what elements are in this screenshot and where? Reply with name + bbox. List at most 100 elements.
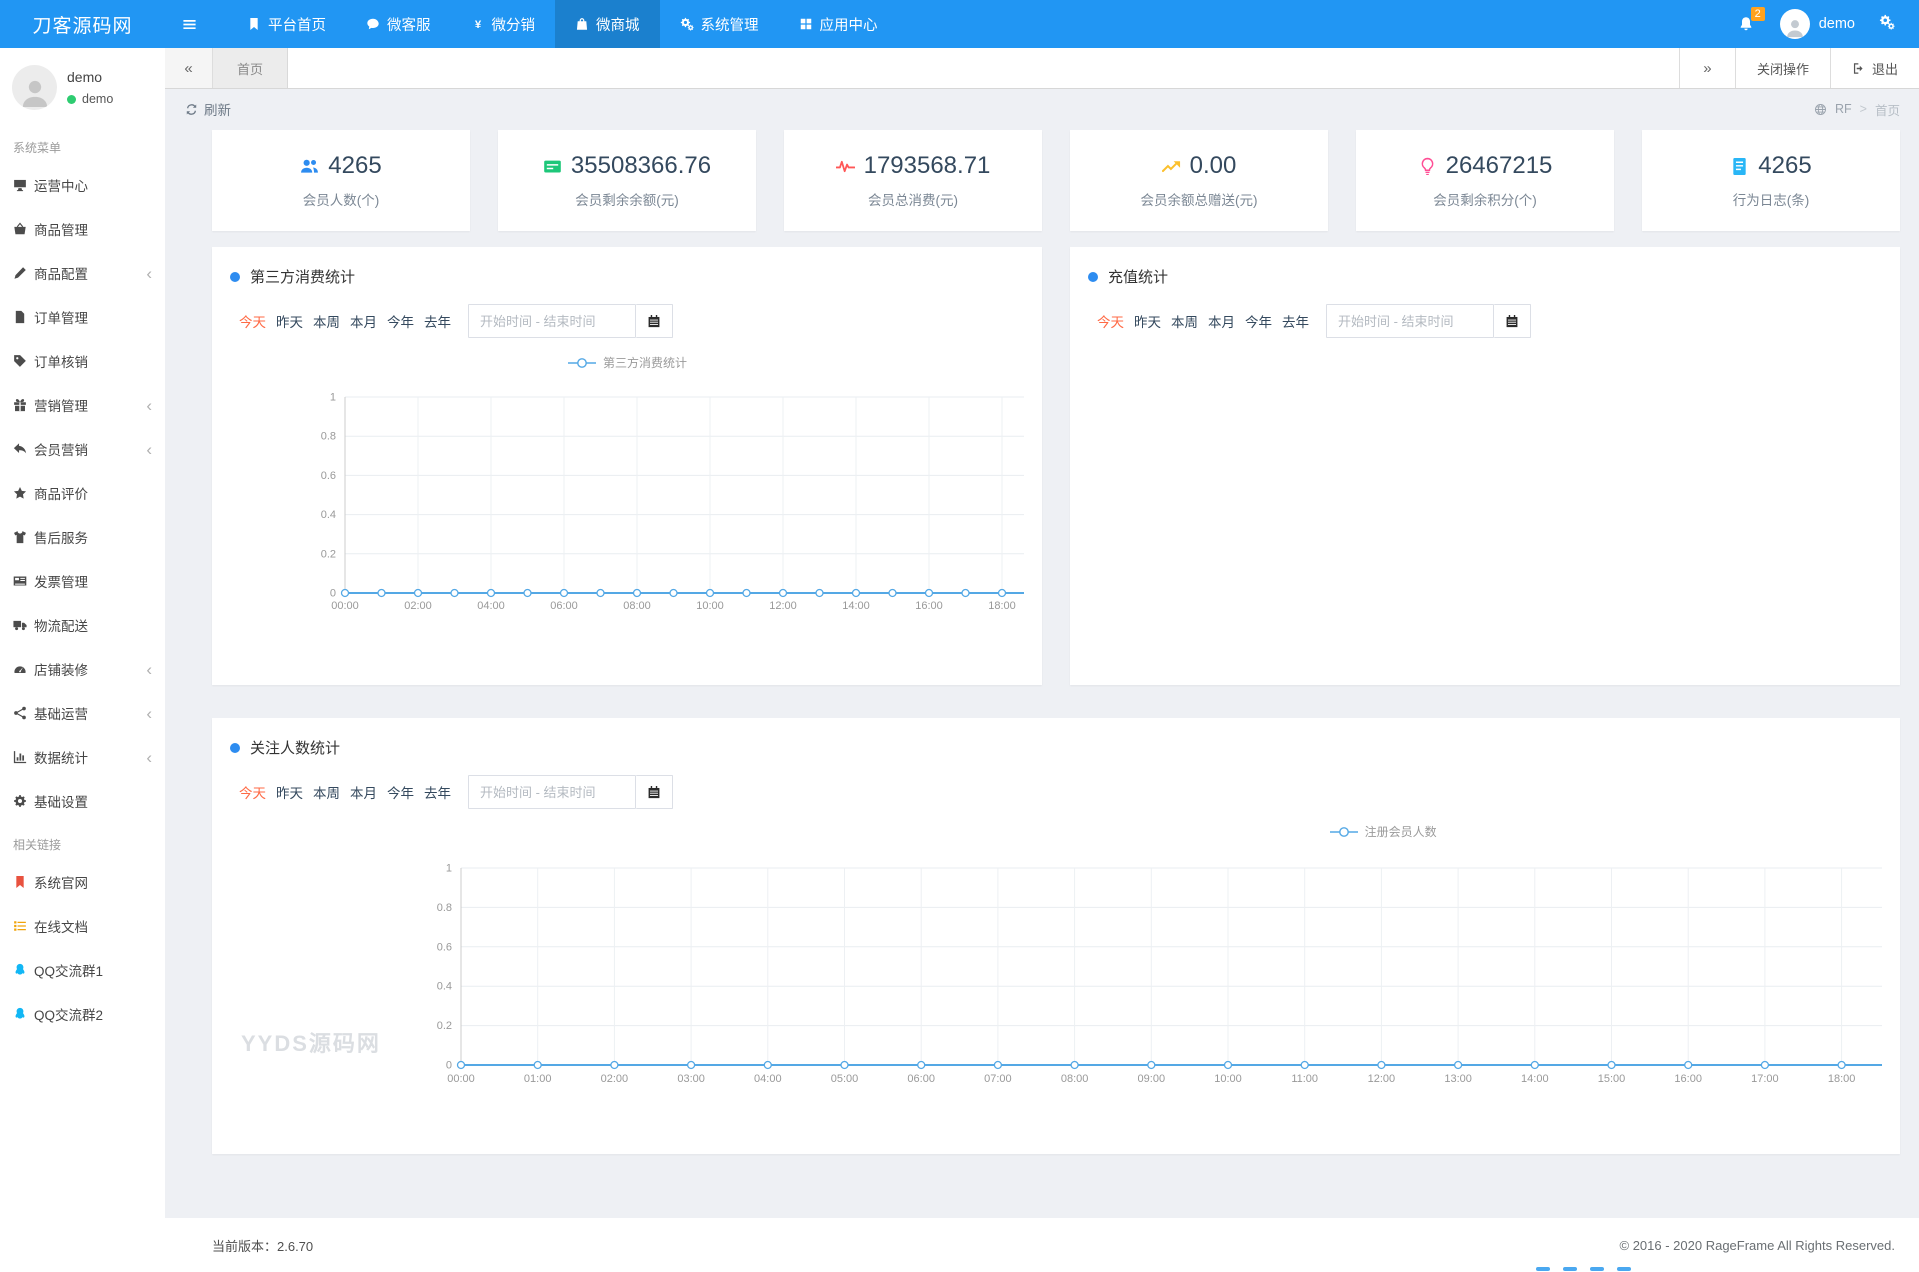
chart-legend[interactable]: 注册会员人数 [230, 823, 1882, 840]
range-filter[interactable]: 去年 [424, 786, 451, 801]
svg-text:00:00: 00:00 [331, 600, 359, 612]
stat-value: 26467215 [1445, 152, 1553, 179]
sidebar-item[interactable]: 订单管理 [0, 295, 165, 339]
logout-button[interactable]: 退出 [1829, 48, 1919, 88]
user-menu[interactable]: demo [1768, 9, 1867, 39]
settings-button[interactable] [1867, 14, 1907, 35]
sidebar-item[interactable]: 数据统计 ‹ [0, 735, 165, 779]
notification-badge: 2 [1750, 7, 1765, 21]
dashboard-icon [13, 662, 34, 676]
range-filter[interactable]: 昨天 [276, 315, 303, 330]
range-filter[interactable]: 本月 [350, 315, 377, 330]
range-filter[interactable]: 今年 [387, 786, 414, 801]
sidebar-item[interactable]: 商品配置 ‹ [0, 251, 165, 295]
stat-label: 会员剩余余额(元) [575, 193, 679, 208]
app-logo[interactable]: 刀客源码网 [32, 15, 133, 37]
sidebar-username: demo [67, 69, 103, 85]
navbar-item[interactable]: 系统管理 [660, 0, 779, 48]
calendar-button[interactable] [1494, 304, 1531, 338]
sidebar-item[interactable]: 基础运营 ‹ [0, 691, 165, 735]
tab-home[interactable]: 首页 [213, 48, 289, 88]
range-filter[interactable]: 今天 [239, 786, 266, 801]
sidebar-item[interactable]: QQ交流群1 [0, 948, 165, 992]
legend-marker [1329, 826, 1358, 837]
sidebar-item[interactable]: 基础设置 [0, 779, 165, 823]
content-toolbar: 刷新 RF > 首页 [165, 89, 1919, 129]
sidebar-item[interactable]: QQ交流群2 [0, 992, 165, 1036]
menu-icon [182, 17, 197, 32]
range-filters: 今天 昨天 本周 本月 今年 去年 [239, 782, 451, 802]
navbar-item[interactable]: 微商城 [555, 0, 660, 48]
tabs-scroll-left-button[interactable]: « [165, 48, 213, 88]
stat-label: 行为日志(条) [1732, 193, 1810, 208]
tabs-scroll-right-button[interactable]: » [1678, 48, 1735, 88]
navbar-menu: 平台首页 微客服 ¥ 微分销 微商城 系统管理 应用中心 [227, 0, 898, 48]
watermark: YYDS源码网 [241, 1031, 381, 1056]
refresh-button[interactable]: 刷新 [185, 99, 231, 119]
range-filter[interactable]: 去年 [424, 315, 451, 330]
range-filter[interactable]: 昨天 [1134, 315, 1161, 330]
legend-marker [567, 357, 596, 368]
sidebar-item[interactable]: 售后服务 [0, 515, 165, 559]
range-filter[interactable]: 今年 [1245, 315, 1272, 330]
stat-card: 35508366.76 会员剩余余额(元) [498, 130, 756, 231]
file-icon [13, 310, 34, 324]
date-range-input[interactable] [468, 775, 636, 809]
bulb-icon [1418, 157, 1437, 176]
chart-icon [13, 750, 34, 764]
close-actions-button[interactable]: 关闭操作 [1734, 48, 1830, 88]
sidebar-item[interactable]: 会员营销 ‹ [0, 427, 165, 471]
svg-text:13:00: 13:00 [1444, 1073, 1472, 1085]
calendar-button[interactable] [636, 304, 673, 338]
sidebar-toggle-button[interactable] [165, 0, 213, 48]
clipped-bottom-links [1536, 1267, 1631, 1271]
sidebar-item[interactable]: 运营中心 [0, 163, 165, 207]
range-filter[interactable]: 今天 [239, 315, 266, 330]
stat-value: 0.00 [1189, 152, 1237, 179]
range-filter[interactable]: 本月 [350, 786, 377, 801]
calendar-button[interactable] [636, 775, 673, 809]
range-filter[interactable]: 本周 [1171, 315, 1198, 330]
sidebar-item[interactable]: 商品评价 [0, 471, 165, 515]
breadcrumb-root[interactable]: RF [1835, 102, 1852, 116]
gears-icon [680, 17, 694, 31]
navbar-item[interactable]: ¥ 微分销 [451, 0, 556, 48]
sidebar-item[interactable]: 营销管理 ‹ [0, 383, 165, 427]
range-filter[interactable]: 本周 [313, 315, 340, 330]
svg-text:¥: ¥ [474, 19, 481, 31]
navbar-item[interactable]: 微客服 [346, 0, 451, 48]
notifications-button[interactable]: 2 [1724, 0, 1768, 48]
svg-text:10:00: 10:00 [1214, 1073, 1242, 1085]
navbar-item[interactable]: 平台首页 [227, 0, 346, 48]
range-filter[interactable]: 昨天 [276, 786, 303, 801]
date-range-input[interactable] [1326, 304, 1494, 338]
date-range-input[interactable] [468, 304, 636, 338]
svg-text:15:00: 15:00 [1598, 1073, 1626, 1085]
newspaper-icon [13, 574, 34, 588]
range-filter[interactable]: 去年 [1282, 315, 1309, 330]
sidebar-item[interactable]: 在线文档 [0, 904, 165, 948]
navbar-item[interactable]: 应用中心 [779, 0, 898, 48]
range-filter[interactable]: 今年 [387, 315, 414, 330]
stat-card: 0.00 会员余额总赠送(元) [1070, 130, 1328, 231]
svg-text:10:00: 10:00 [696, 600, 724, 612]
star-icon [13, 486, 34, 500]
sidebar-item[interactable]: 物流配送 [0, 603, 165, 647]
footer: 当前版本：2.6.70 © 2016 - 2020 RageFrame All … [165, 1218, 1919, 1272]
chart-legend[interactable]: 第三方消费统计 [230, 354, 1024, 371]
svg-text:02:00: 02:00 [404, 600, 432, 612]
copyright: © 2016 - 2020 RageFrame All Rights Reser… [1619, 1237, 1896, 1253]
range-filter[interactable]: 今天 [1097, 315, 1124, 330]
sidebar-item[interactable]: 订单核销 [0, 339, 165, 383]
sidebar-item[interactable]: 发票管理 [0, 559, 165, 603]
tabbar-spacer [288, 48, 1679, 88]
sidebar-item[interactable]: 商品管理 [0, 207, 165, 251]
range-filter[interactable]: 本月 [1208, 315, 1235, 330]
range-filter[interactable]: 本周 [313, 786, 340, 801]
panel-title: 第三方消费统计 [230, 247, 1024, 287]
chevron-left-icon: ‹ [146, 747, 152, 767]
sidebar-item[interactable]: 系统官网 [0, 860, 165, 904]
sidebar-item[interactable]: 店铺装修 ‹ [0, 647, 165, 691]
